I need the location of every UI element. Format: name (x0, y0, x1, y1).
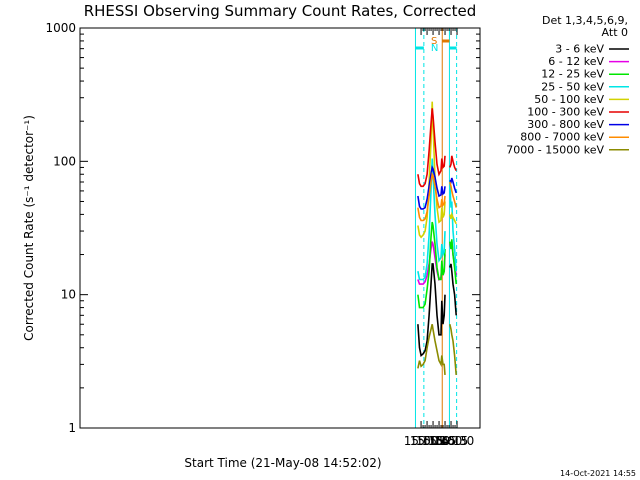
x-axis-label: Start Time (21-May-08 14:52:02) (184, 456, 381, 470)
y-tick-label: 100 (53, 154, 76, 168)
legend-label: 12 - 25 keV (541, 68, 604, 81)
chart-title: RHESSI Observing Summary Count Rates, Co… (84, 2, 477, 20)
x-tick-label: 16:30 (440, 434, 475, 448)
x-tick-label: 15:45 (422, 434, 457, 448)
series-line-0 (417, 263, 457, 357)
legend-header-line-2: Att 0 (602, 26, 628, 39)
legend-label: 800 - 7000 keV (520, 131, 604, 144)
legend-label: 100 - 300 keV (527, 106, 604, 119)
legend-label: 3 - 6 keV (555, 43, 604, 56)
legend-label: 300 - 800 keV (527, 118, 604, 131)
x-tick-label: 15:15 (410, 434, 445, 448)
saa-label: S (431, 36, 437, 47)
generation-date: 14-Oct-2021 14:55 (560, 469, 636, 478)
y-tick-label: 1000 (45, 21, 76, 35)
series-line-7 (417, 171, 457, 222)
y-tick-label: 1 (68, 421, 76, 435)
legend-label: 50 - 100 keV (534, 93, 604, 106)
x-tick-label: 15:30 (416, 434, 451, 448)
legend-label: 7000 - 15000 keV (506, 143, 604, 156)
series-line-6 (417, 165, 457, 210)
series-line-2 (417, 221, 457, 309)
chart-marks (417, 101, 457, 375)
x-tick-label: 16:15 (434, 434, 469, 448)
legend-label: 6 - 12 keV (548, 55, 604, 68)
y-axis-label: Corrected Count Rate (s⁻¹ detector⁻¹) (22, 115, 36, 341)
x-tick-label: 16:00 (428, 434, 463, 448)
plot-frame (79, 27, 481, 429)
legend-header-line-1: Det 1,3,4,5,6,9, (542, 14, 628, 27)
y-tick-label: 10 (61, 288, 76, 302)
series-line-5 (417, 108, 457, 188)
x-tick-label: 15:00 (404, 434, 439, 448)
plot-area: NS (414, 28, 458, 428)
series-line-8 (417, 324, 457, 375)
legend-label: 25 - 50 keV (541, 80, 604, 93)
y-axis: 1 10 100 1000 (45, 21, 480, 435)
night-label: N (431, 43, 438, 54)
